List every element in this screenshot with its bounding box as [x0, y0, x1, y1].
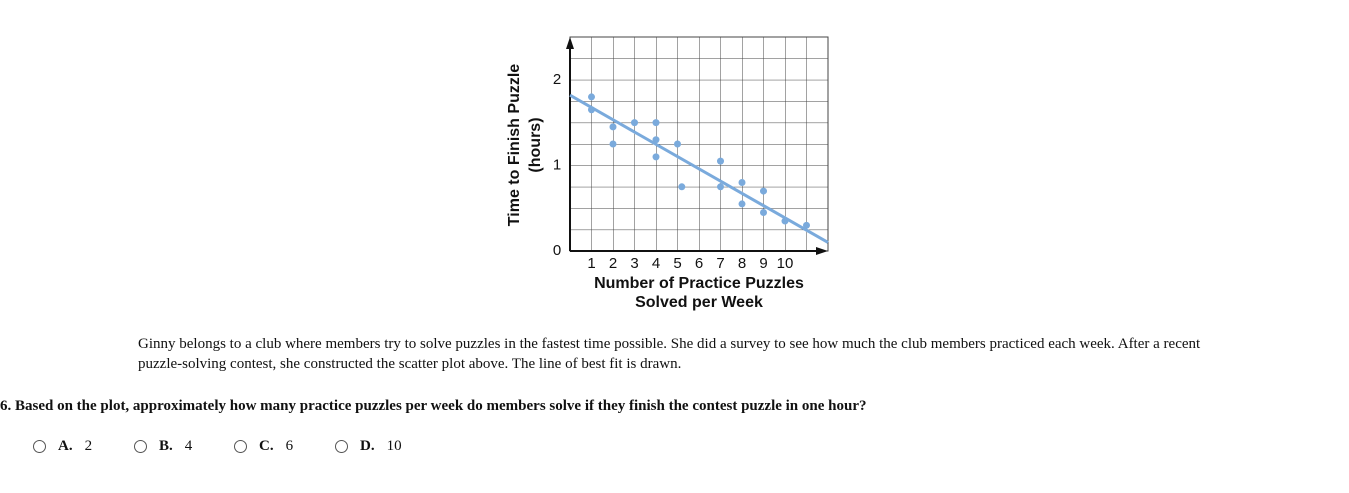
- y-axis-title: Time to Finish Puzzle: [506, 64, 523, 226]
- option-text: 6: [285, 438, 294, 454]
- x-tick-label: 4: [652, 255, 660, 272]
- point: [781, 217, 789, 225]
- point: [609, 140, 617, 148]
- y-tick-label: 2: [553, 71, 561, 88]
- y-tick-label: 1: [553, 156, 561, 173]
- x-tick-label: 9: [759, 255, 767, 272]
- option-text: 10: [386, 438, 402, 454]
- y-arrow: [566, 37, 574, 49]
- point: [588, 106, 595, 114]
- point: [609, 123, 617, 131]
- option-text: 2: [84, 438, 93, 454]
- point: [717, 183, 724, 191]
- option-letter: A.: [58, 438, 73, 454]
- option-letter: D.: [360, 438, 375, 454]
- point: [652, 119, 660, 127]
- option[interactable]: B. 4: [134, 438, 192, 455]
- y-axis-title: (hours): [527, 117, 544, 172]
- option-letter: B.: [159, 438, 173, 454]
- x-tick-label: 5: [673, 255, 681, 272]
- option[interactable]: A. 2: [33, 438, 92, 455]
- x-axis-title: Solved per Week: [635, 294, 763, 311]
- point: [631, 119, 638, 127]
- point: [738, 179, 746, 187]
- option-letter: C.: [259, 438, 274, 454]
- x-tick-label: 6: [695, 255, 703, 272]
- point: [717, 157, 724, 165]
- passage: Ginny belongs to a club where members tr…: [138, 336, 1201, 372]
- x-tick-label: 10: [777, 255, 794, 272]
- option[interactable]: C. 6: [234, 438, 293, 455]
- point: [678, 183, 686, 191]
- radio[interactable]: [335, 440, 348, 453]
- radio[interactable]: [33, 440, 46, 453]
- point: [588, 93, 595, 101]
- x-tick-label: 1: [587, 255, 595, 272]
- point: [652, 153, 660, 161]
- point: [738, 200, 746, 208]
- point: [760, 208, 767, 216]
- point: [652, 136, 660, 144]
- x-axis-title: Number of Practice Puzzles: [594, 275, 804, 292]
- x-tick-label: 8: [738, 255, 746, 272]
- x-tick-label: 3: [630, 255, 638, 272]
- point: [760, 187, 767, 195]
- radio[interactable]: [234, 440, 247, 453]
- option-text: 4: [184, 438, 193, 454]
- x-tick-label: 7: [716, 255, 724, 272]
- point: [674, 140, 681, 148]
- x-tick-label: 2: [609, 255, 617, 272]
- y-tick-label: 0: [553, 242, 561, 259]
- x-arrow: [816, 247, 828, 255]
- option[interactable]: D. 10: [335, 438, 402, 455]
- radio[interactable]: [134, 440, 147, 453]
- point: [803, 221, 810, 229]
- question: 6. Based on the plot, approximately how …: [0, 398, 867, 414]
